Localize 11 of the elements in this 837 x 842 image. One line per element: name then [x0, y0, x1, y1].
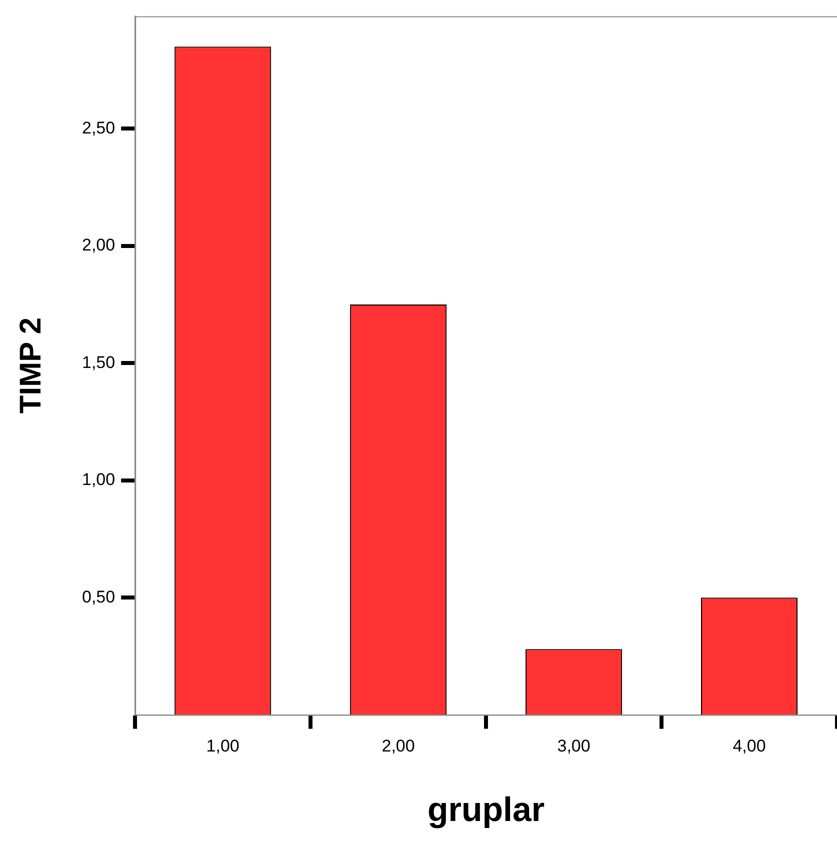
y-tick-label: 0,50: [82, 587, 116, 606]
y-tick-label: 2,50: [82, 118, 116, 138]
x-tick-label: 2,00: [382, 736, 415, 756]
x-tick-label: 1,00: [206, 736, 240, 756]
y-tick-label: 1,50: [82, 352, 116, 372]
y-tick-label: 2,00: [82, 236, 116, 255]
x-axis-title: gruplar: [427, 790, 545, 829]
x-tick-label: 3,00: [557, 736, 590, 756]
y-axis-title: TIMP 2: [14, 317, 48, 414]
x-tick-label: 4,00: [732, 736, 766, 756]
y-tick-label: 1,00: [82, 470, 116, 490]
